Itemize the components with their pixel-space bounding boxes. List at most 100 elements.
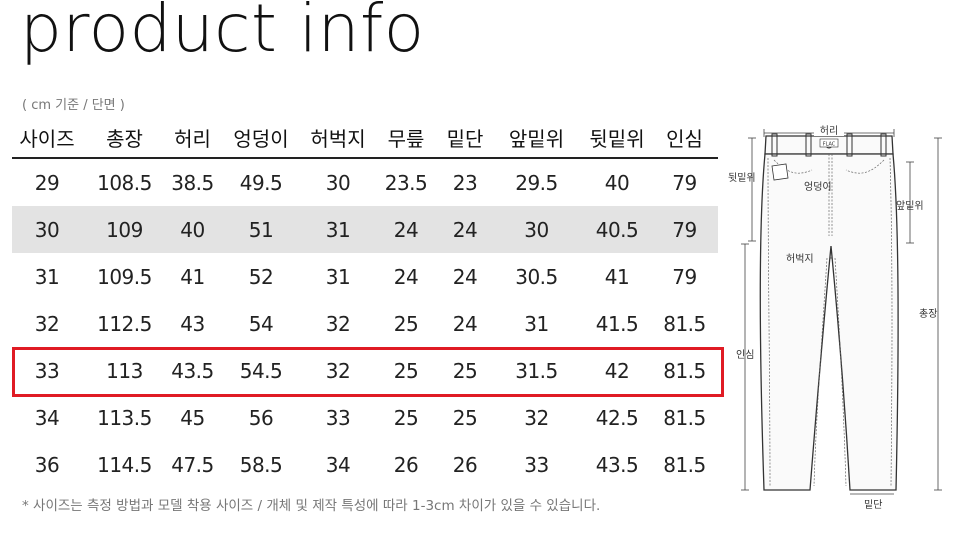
table-cell: 30.5 — [515, 264, 558, 289]
table-cell: 29 — [34, 170, 60, 195]
table-cell: 32 — [34, 311, 60, 336]
label-thigh: 허벅지 — [786, 253, 814, 265]
label-hem: 밑단 — [864, 499, 882, 511]
label-total-length: 총장 — [919, 308, 937, 320]
table-cell: 33 — [325, 405, 351, 430]
table-cell: 33 — [524, 452, 549, 477]
table-cell: 31 — [325, 264, 351, 289]
diagram-labels: 허리 뒷밑위 엉덩이 앞밑위 허벅지 총장 인심 밑단 — [728, 123, 937, 511]
table-cell: 25 — [452, 405, 478, 430]
table-row: 31 109.5 41 52 31 24 24 30.5 41 79 — [12, 253, 718, 300]
table-cell: 25 — [452, 358, 478, 383]
table-cell: 108.5 — [97, 170, 152, 195]
header-back-rise: 뒷밑위 — [583, 117, 651, 159]
table-cell: 24 — [372, 206, 440, 253]
header-front-rise: 앞밑위 — [490, 117, 583, 159]
table-cell: 34 — [34, 405, 60, 430]
size-table: 사이즈 총장 허리 엉덩이 허벅지 무릎 밑단 앞밑위 뒷밑위 인심 29 10… — [12, 117, 718, 488]
table-row-highlighted: 33 113 43.5 54.5 32 25 25 31.5 42 81.5 — [12, 347, 718, 394]
table-cell: 40.5 — [583, 206, 651, 253]
table-cell: 51 — [218, 206, 304, 253]
table-cell: 26 — [452, 452, 478, 477]
table-cell: 54 — [248, 311, 274, 336]
unit-note: ( cm 기준 / 단면 ) — [22, 98, 125, 113]
table-row: 32 112.5 43 54 32 25 24 31 41.5 81.5 — [12, 300, 718, 347]
table-cell: 31 — [304, 206, 372, 253]
table-cell: 41 — [604, 264, 630, 289]
label-back-rise: 뒷밑위 — [728, 171, 756, 184]
table-cell: 31 — [524, 311, 549, 336]
table-cell: 24 — [393, 264, 419, 289]
table-row: 29 108.5 38.5 49.5 30 23.5 23 29.5 40 79 — [12, 158, 718, 206]
table-cell: 30 — [325, 170, 351, 195]
table-cell: 79 — [672, 170, 697, 195]
table-cell: 40 — [167, 206, 218, 253]
table-row: 36 114.5 47.5 58.5 34 26 26 33 43.5 81.5 — [12, 441, 718, 488]
table-cell: 54.5 — [239, 358, 283, 383]
brand-tag-text: FLAC — [823, 142, 836, 148]
pants-measurement-diagram: FLAC 허리 뒷밑위 엉덩이 앞밑위 허벅지 총장 인심 밑단 — [728, 123, 942, 511]
table-cell: 113 — [106, 358, 143, 383]
header-hip: 엉덩이 — [218, 117, 304, 159]
table-cell: 30 — [490, 206, 583, 253]
table-cell: 43.5 — [171, 358, 214, 383]
table-cell: 24 — [452, 311, 478, 336]
table-cell: 81.5 — [663, 405, 706, 430]
stitching — [767, 154, 893, 487]
table-cell: 23 — [452, 170, 478, 195]
coin-pocket — [771, 163, 789, 181]
belt-loops — [771, 133, 887, 157]
table-cell: 36 — [34, 452, 60, 477]
table-cell: 112.5 — [97, 311, 152, 336]
header-size: 사이즈 — [12, 117, 82, 159]
table-cell: 52 — [248, 264, 274, 289]
table-cell: 38.5 — [171, 170, 214, 195]
table-cell: 32 — [325, 358, 351, 383]
table-cell: 81.5 — [663, 452, 706, 477]
header-inseam: 인심 — [651, 117, 718, 159]
table-cell: 24 — [452, 264, 478, 289]
table-cell: 43 — [180, 311, 205, 336]
page-title: product info — [20, 0, 425, 67]
table-cell: 58.5 — [239, 452, 283, 477]
header-knee: 무릎 — [372, 117, 440, 159]
table-cell: 40 — [604, 170, 630, 195]
table-cell: 23.5 — [384, 170, 428, 195]
brand-tag — [819, 138, 839, 148]
header-waist: 허리 — [167, 117, 218, 159]
table-cell: 109.5 — [97, 264, 152, 289]
table-cell: 114.5 — [97, 452, 152, 477]
table-cell: 41.5 — [595, 311, 639, 336]
table-cell: 43.5 — [595, 452, 639, 477]
table-cell: 79 — [672, 264, 697, 289]
pants-body — [759, 153, 899, 491]
label-hip: 엉덩이 — [804, 181, 832, 193]
table-cell: 81.5 — [663, 358, 706, 383]
table-cell: 25 — [393, 358, 419, 383]
table-cell: 79 — [651, 206, 718, 253]
table-cell: 42.5 — [595, 405, 639, 430]
table-cell: 45 — [180, 405, 205, 430]
table-cell: 25 — [393, 405, 419, 430]
table-cell: 81.5 — [663, 311, 706, 336]
table-row: 34 113.5 45 56 33 25 25 32 42.5 81.5 — [12, 394, 718, 441]
table-cell: 42 — [604, 358, 630, 383]
table-cell: 113.5 — [97, 405, 152, 430]
table-cell: 29.5 — [515, 170, 558, 195]
table-cell: 31.5 — [515, 358, 558, 383]
highlight-box — [12, 347, 724, 397]
label-front-rise: 앞밑위 — [896, 199, 924, 212]
table-cell: 56 — [248, 405, 274, 430]
table-cell: 49.5 — [239, 170, 283, 195]
table-cell: 32 — [325, 311, 351, 336]
table-cell: 47.5 — [171, 452, 214, 477]
label-inseam: 인심 — [736, 349, 754, 361]
header-hem: 밑단 — [440, 117, 490, 159]
table-cell: 30 — [12, 206, 82, 253]
label-waist: 허리 — [820, 125, 838, 137]
table-header-row: 사이즈 총장 허리 엉덩이 허벅지 무릎 밑단 앞밑위 뒷밑위 인심 — [12, 117, 718, 159]
table-cell: 33 — [34, 358, 60, 383]
table-cell: 41 — [180, 264, 205, 289]
table-cell: 25 — [393, 311, 419, 336]
table-cell: 24 — [440, 206, 490, 253]
